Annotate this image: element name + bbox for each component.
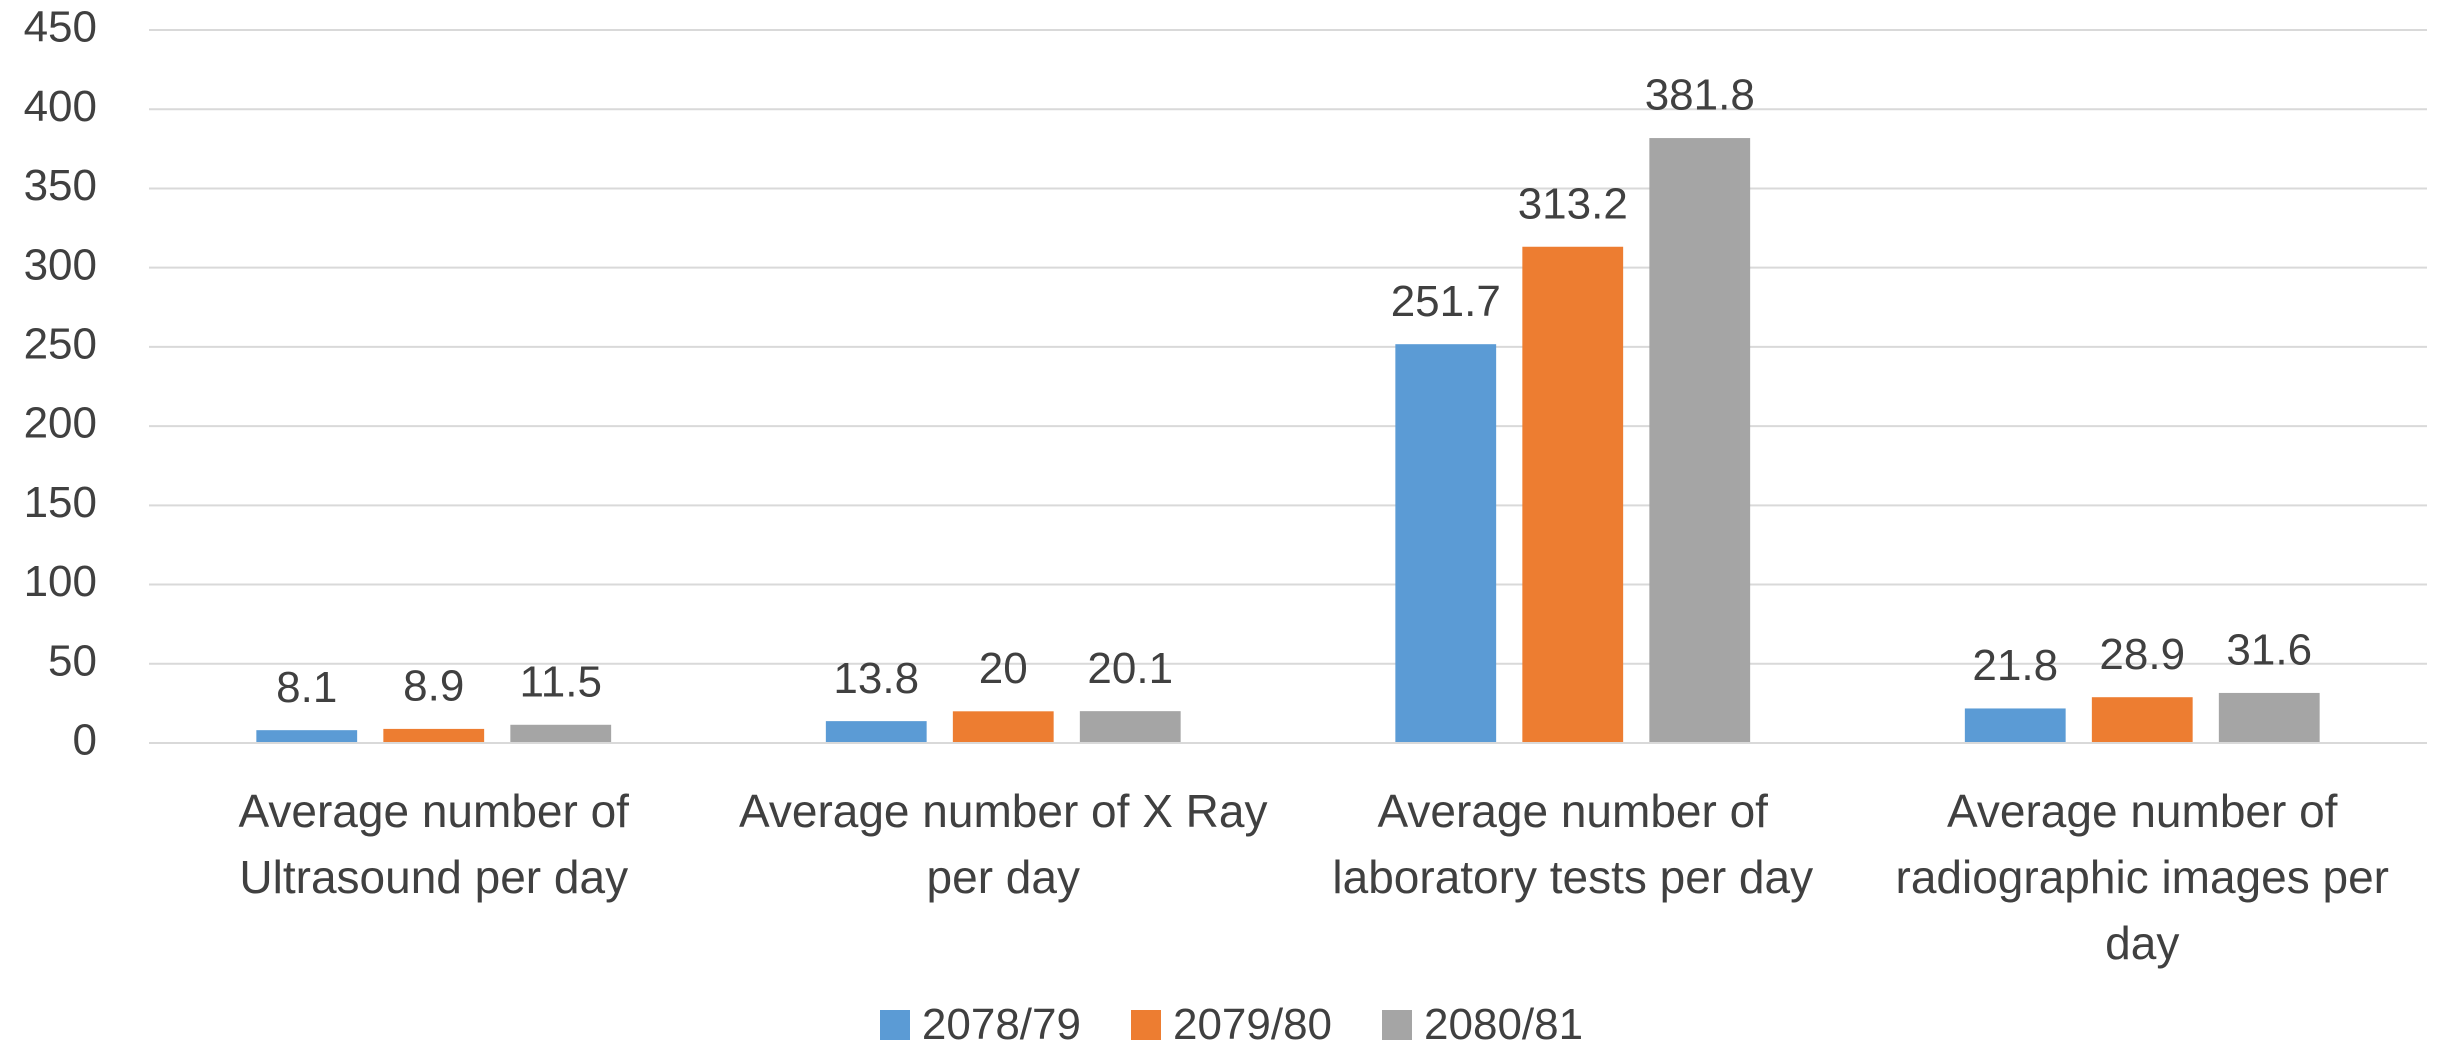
bar — [825, 721, 927, 743]
data-label: 31.6 — [2226, 626, 2312, 675]
legend-item: 2078/79 — [879, 1000, 1081, 1050]
legend-item: 2079/80 — [1130, 1000, 1333, 1050]
legend-swatch — [1130, 1010, 1161, 1040]
y-tick-label: 250 — [24, 320, 97, 369]
y-tick-label: 100 — [24, 557, 97, 606]
x-tick-label: Average number of Ultrasound per day — [238, 785, 629, 903]
data-label: 251.7 — [1391, 277, 1501, 326]
x-tick-label: Average number of laboratory tests per d… — [1332, 785, 1814, 903]
y-tick-label: 300 — [24, 240, 97, 289]
x-tick-label: Average number of radiographic images pe… — [1895, 785, 2390, 969]
y-tick-label: 400 — [24, 82, 97, 131]
legend-label: 2078/79 — [921, 1000, 1081, 1049]
legend-swatch — [879, 1010, 910, 1040]
data-label: 28.9 — [2099, 630, 2185, 679]
bar — [1522, 246, 1624, 743]
y-tick-label: 0 — [73, 716, 97, 765]
bar — [1964, 708, 2066, 743]
y-tick-label: 50 — [48, 636, 97, 685]
legend-label: 2079/80 — [1172, 1000, 1333, 1049]
legend-label: 2080/81 — [1424, 1000, 1584, 1049]
data-label: 381.8 — [1645, 71, 1755, 120]
legend-swatch — [1382, 1010, 1413, 1040]
data-label: 13.8 — [833, 654, 919, 703]
y-tick-label: 150 — [24, 478, 97, 527]
data-label: 21.8 — [1972, 641, 2058, 690]
y-tick-label: 200 — [24, 399, 97, 448]
bar — [2218, 692, 2320, 743]
bar — [510, 724, 612, 743]
x-tick-label: Average number of X Ray per day — [739, 785, 1268, 903]
legend: 2078/79 2079/80 2080/81 — [0, 1000, 2463, 1050]
bar — [256, 730, 358, 743]
data-label: 8.1 — [276, 663, 337, 712]
bar — [383, 728, 485, 743]
data-label: 8.9 — [403, 662, 464, 711]
data-label: 20 — [979, 644, 1028, 693]
bar — [1649, 138, 1751, 744]
bar — [1079, 711, 1181, 743]
y-tick-label: 350 — [24, 161, 97, 210]
bar — [2091, 697, 2193, 743]
data-label: 313.2 — [1518, 179, 1628, 228]
legend-item: 2080/81 — [1382, 1000, 1583, 1050]
data-label: 11.5 — [520, 657, 602, 706]
bar — [1395, 344, 1497, 743]
data-label: 20.1 — [1087, 644, 1173, 693]
y-tick-label: 450 — [24, 3, 97, 52]
bar — [952, 711, 1054, 743]
